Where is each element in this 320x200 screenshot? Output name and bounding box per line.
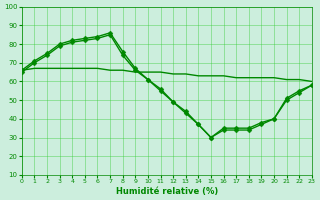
X-axis label: Humidité relative (%): Humidité relative (%)	[116, 187, 218, 196]
